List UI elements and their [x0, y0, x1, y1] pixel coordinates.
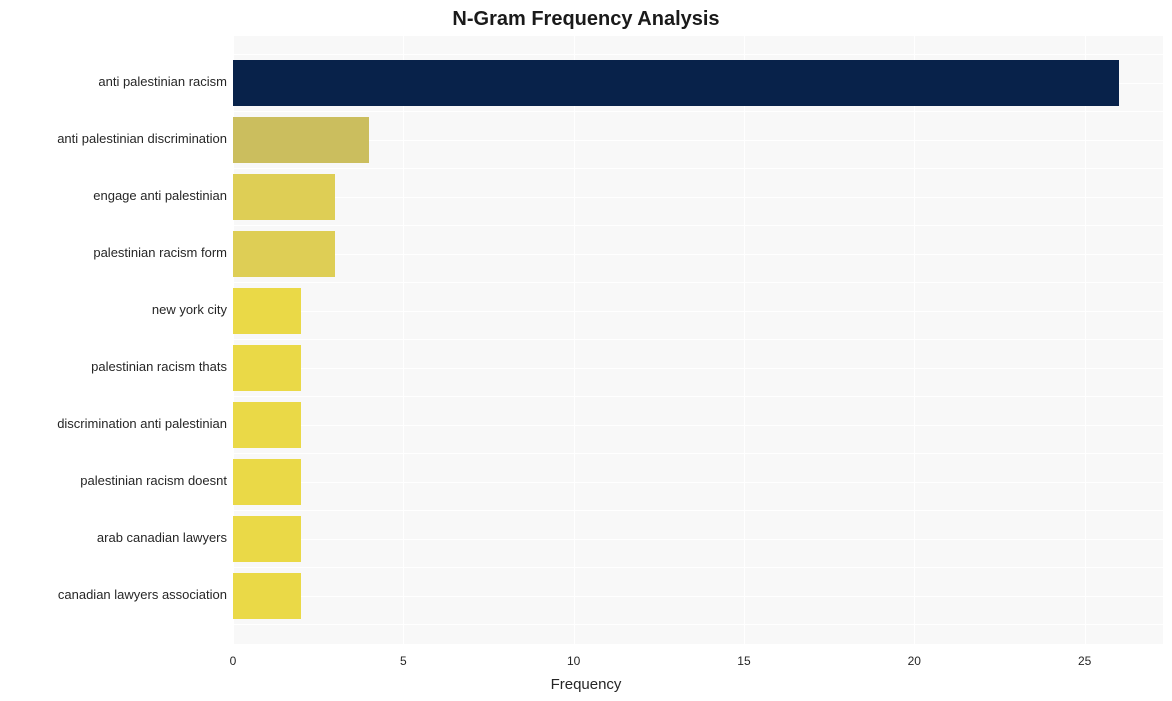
row-grid-line: [233, 368, 1163, 369]
bar: [233, 402, 301, 448]
row-grid-line: [233, 282, 1163, 283]
x-axis-label: Frequency: [0, 676, 1172, 693]
category-label: engage anti palestinian: [93, 188, 227, 203]
chart-container: N-Gram Frequency Analysis Frequency 0 5 10…: [0, 0, 1172, 701]
bar: [233, 117, 369, 163]
category-label: palestinian racism thats: [91, 359, 227, 374]
chart-title: N-Gram Frequency Analysis: [0, 8, 1172, 31]
category-label: new york city: [152, 302, 227, 317]
bar: [233, 231, 335, 277]
category-label: discrimination anti palestinian: [57, 416, 227, 431]
category-label: anti palestinian discrimination: [57, 131, 227, 146]
row-grid-line: [233, 111, 1163, 112]
bar: [233, 459, 301, 505]
row-grid-line: [233, 453, 1163, 454]
row-grid-line: [233, 539, 1163, 540]
category-label: palestinian racism doesnt: [80, 473, 227, 488]
row-grid-line: [233, 624, 1163, 625]
row-grid-line: [233, 596, 1163, 597]
plot-area: [233, 36, 1163, 644]
row-grid-line: [233, 140, 1163, 141]
row-grid-line: [233, 225, 1163, 226]
row-grid-line: [233, 168, 1163, 169]
x-tick-label: 10: [567, 654, 580, 668]
bar: [233, 60, 1119, 106]
grid-line: [914, 36, 915, 644]
bar: [233, 345, 301, 391]
x-tick-label: 5: [400, 654, 407, 668]
row-grid-line: [233, 396, 1163, 397]
category-label: palestinian racism form: [93, 245, 227, 260]
bar: [233, 573, 301, 619]
row-grid-line: [233, 482, 1163, 483]
category-label: arab canadian lawyers: [97, 530, 227, 545]
row-grid-line: [233, 197, 1163, 198]
row-grid-line: [233, 339, 1163, 340]
row-grid-line: [233, 54, 1163, 55]
grid-line: [574, 36, 575, 644]
row-grid-line: [233, 510, 1163, 511]
category-label: canadian lawyers association: [58, 587, 227, 602]
row-grid-line: [233, 567, 1163, 568]
category-label: anti palestinian racism: [98, 74, 227, 89]
x-tick-label: 0: [230, 654, 237, 668]
bar: [233, 174, 335, 220]
grid-line: [744, 36, 745, 644]
row-grid-line: [233, 254, 1163, 255]
bar: [233, 288, 301, 334]
grid-line: [403, 36, 404, 644]
row-grid-line: [233, 425, 1163, 426]
x-tick-label: 20: [908, 654, 921, 668]
x-tick-label: 15: [737, 654, 750, 668]
x-tick-label: 25: [1078, 654, 1091, 668]
grid-line: [1085, 36, 1086, 644]
bar: [233, 516, 301, 562]
row-grid-line: [233, 311, 1163, 312]
